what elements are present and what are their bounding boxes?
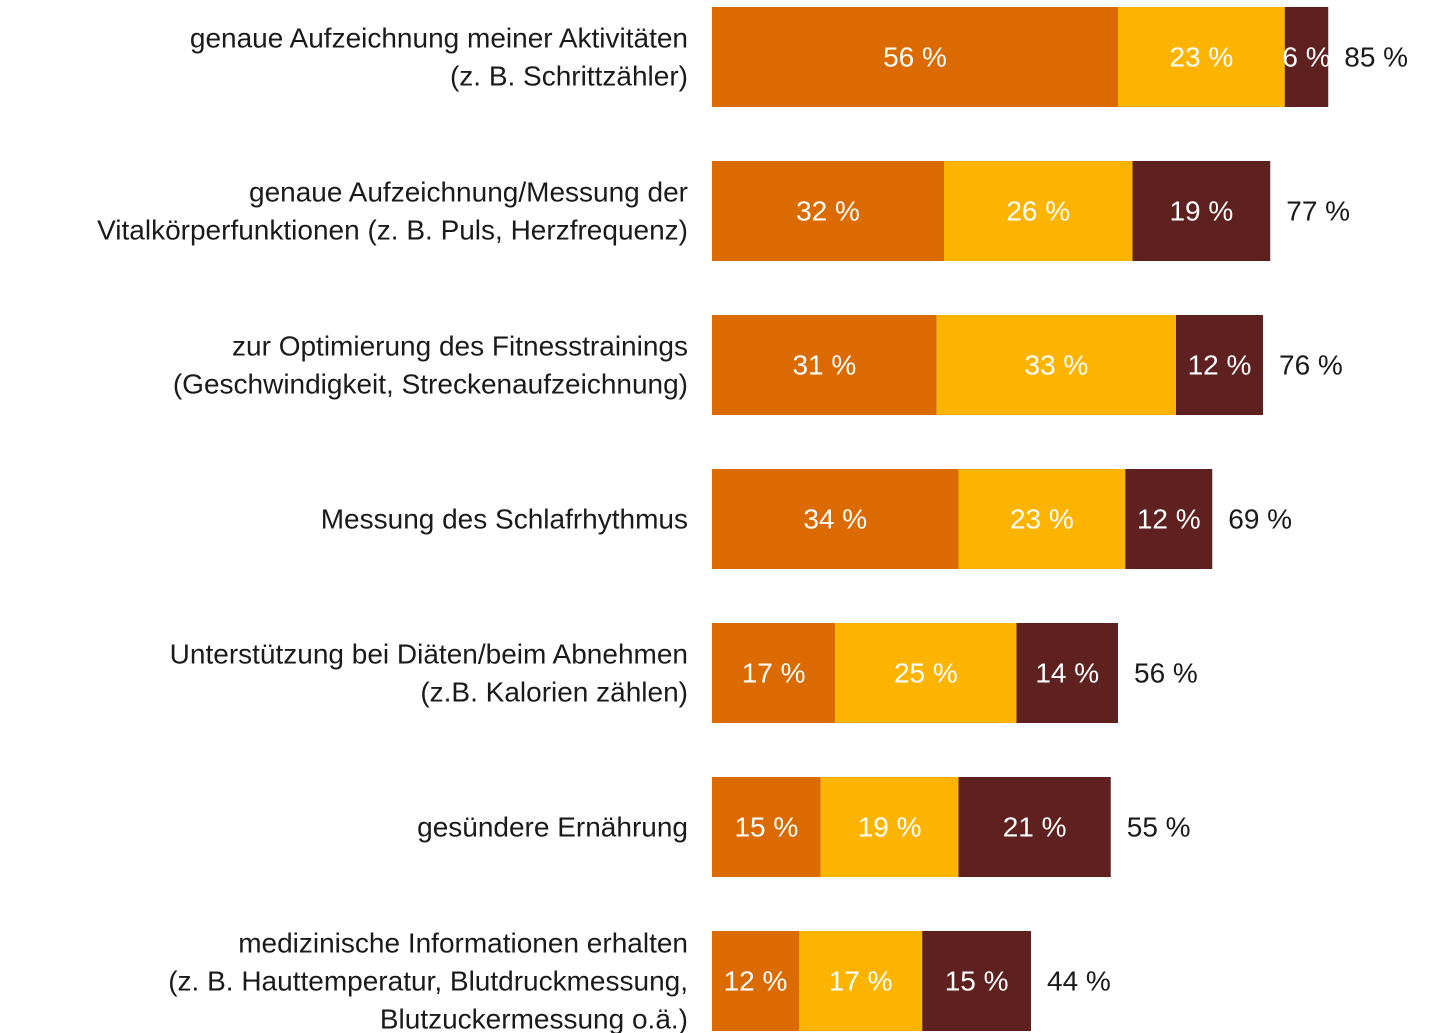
bar-segment bbox=[936, 315, 1176, 415]
bar-segment bbox=[712, 315, 937, 415]
segment-label: 19 % bbox=[858, 812, 922, 843]
bar-segment bbox=[958, 469, 1126, 569]
bar-segment bbox=[712, 777, 821, 877]
bar-segment bbox=[922, 931, 1031, 1031]
segment-label: 33 % bbox=[1024, 350, 1088, 381]
total-label: 56 % bbox=[1134, 658, 1198, 689]
bar-segment bbox=[1125, 469, 1213, 569]
category-label: (z.B. Kalorien zählen) bbox=[420, 677, 688, 708]
segment-label: 12 % bbox=[724, 966, 788, 997]
total-label: 44 % bbox=[1047, 966, 1111, 997]
bar-segment bbox=[1284, 7, 1329, 107]
bar-segment bbox=[1132, 161, 1271, 261]
segment-label: 23 % bbox=[1169, 42, 1233, 73]
segment-label: 6 % bbox=[1282, 42, 1330, 73]
bar-segment bbox=[958, 777, 1111, 877]
category-label: genaue Aufzeichnung/Messung der bbox=[249, 177, 688, 208]
segment-label: 34 % bbox=[803, 504, 867, 535]
category-label: zur Optimierung des Fitnesstrainings bbox=[232, 331, 688, 362]
segment-label: 17 % bbox=[829, 966, 893, 997]
total-label: 77 % bbox=[1286, 196, 1350, 227]
category-label: gesündere Ernährung bbox=[417, 812, 688, 843]
category-label: (z. B. Hauttemperatur, Blutdruckmessung, bbox=[168, 966, 688, 997]
category-label: genaue Aufzeichnung meiner Aktivitäten bbox=[190, 23, 688, 54]
category-label: Messung des Schlafrhythmus bbox=[321, 504, 688, 535]
segment-label: 21 % bbox=[1003, 812, 1067, 843]
segment-label: 14 % bbox=[1035, 658, 1099, 689]
segment-label: 12 % bbox=[1188, 350, 1252, 381]
bar-segment bbox=[944, 161, 1133, 261]
segment-label: 12 % bbox=[1137, 504, 1201, 535]
bar-segment bbox=[835, 623, 1017, 723]
bar-segment bbox=[712, 469, 959, 569]
category-label: Vitalkörperfunktionen (z. B. Puls, Herzf… bbox=[97, 215, 688, 246]
bar-segment bbox=[820, 777, 959, 877]
segment-label: 26 % bbox=[1006, 196, 1070, 227]
total-label: 69 % bbox=[1228, 504, 1292, 535]
segment-label: 15 % bbox=[945, 966, 1009, 997]
category-label: Unterstützung bei Diäten/beim Abnehmen bbox=[170, 639, 688, 670]
segment-label: 19 % bbox=[1169, 196, 1233, 227]
bar-segment bbox=[1118, 7, 1285, 107]
bar-segment bbox=[712, 7, 1118, 107]
segment-label: 17 % bbox=[742, 658, 806, 689]
bar-segment bbox=[1176, 315, 1263, 415]
segment-label: 31 % bbox=[792, 350, 856, 381]
bar-segment bbox=[712, 623, 836, 723]
bar-segment bbox=[712, 161, 944, 261]
segment-label: 23 % bbox=[1010, 504, 1074, 535]
category-label: medizinische Informationen erhalten bbox=[238, 928, 688, 959]
total-label: 85 % bbox=[1344, 42, 1408, 73]
segment-label: 32 % bbox=[796, 196, 860, 227]
category-label: Blutzuckermessung o.ä.) bbox=[380, 1004, 688, 1033]
segment-label: 15 % bbox=[734, 812, 798, 843]
bar-segment bbox=[1016, 623, 1118, 723]
bar-segment bbox=[799, 931, 923, 1031]
total-label: 76 % bbox=[1279, 350, 1343, 381]
bar-segment bbox=[712, 931, 799, 1031]
category-label: (z. B. Schrittzähler) bbox=[450, 61, 688, 92]
segment-label: 56 % bbox=[883, 42, 947, 73]
segment-label: 25 % bbox=[894, 658, 958, 689]
total-label: 55 % bbox=[1127, 812, 1191, 843]
category-label: (Geschwindigkeit, Streckenaufzeichnung) bbox=[173, 369, 688, 400]
